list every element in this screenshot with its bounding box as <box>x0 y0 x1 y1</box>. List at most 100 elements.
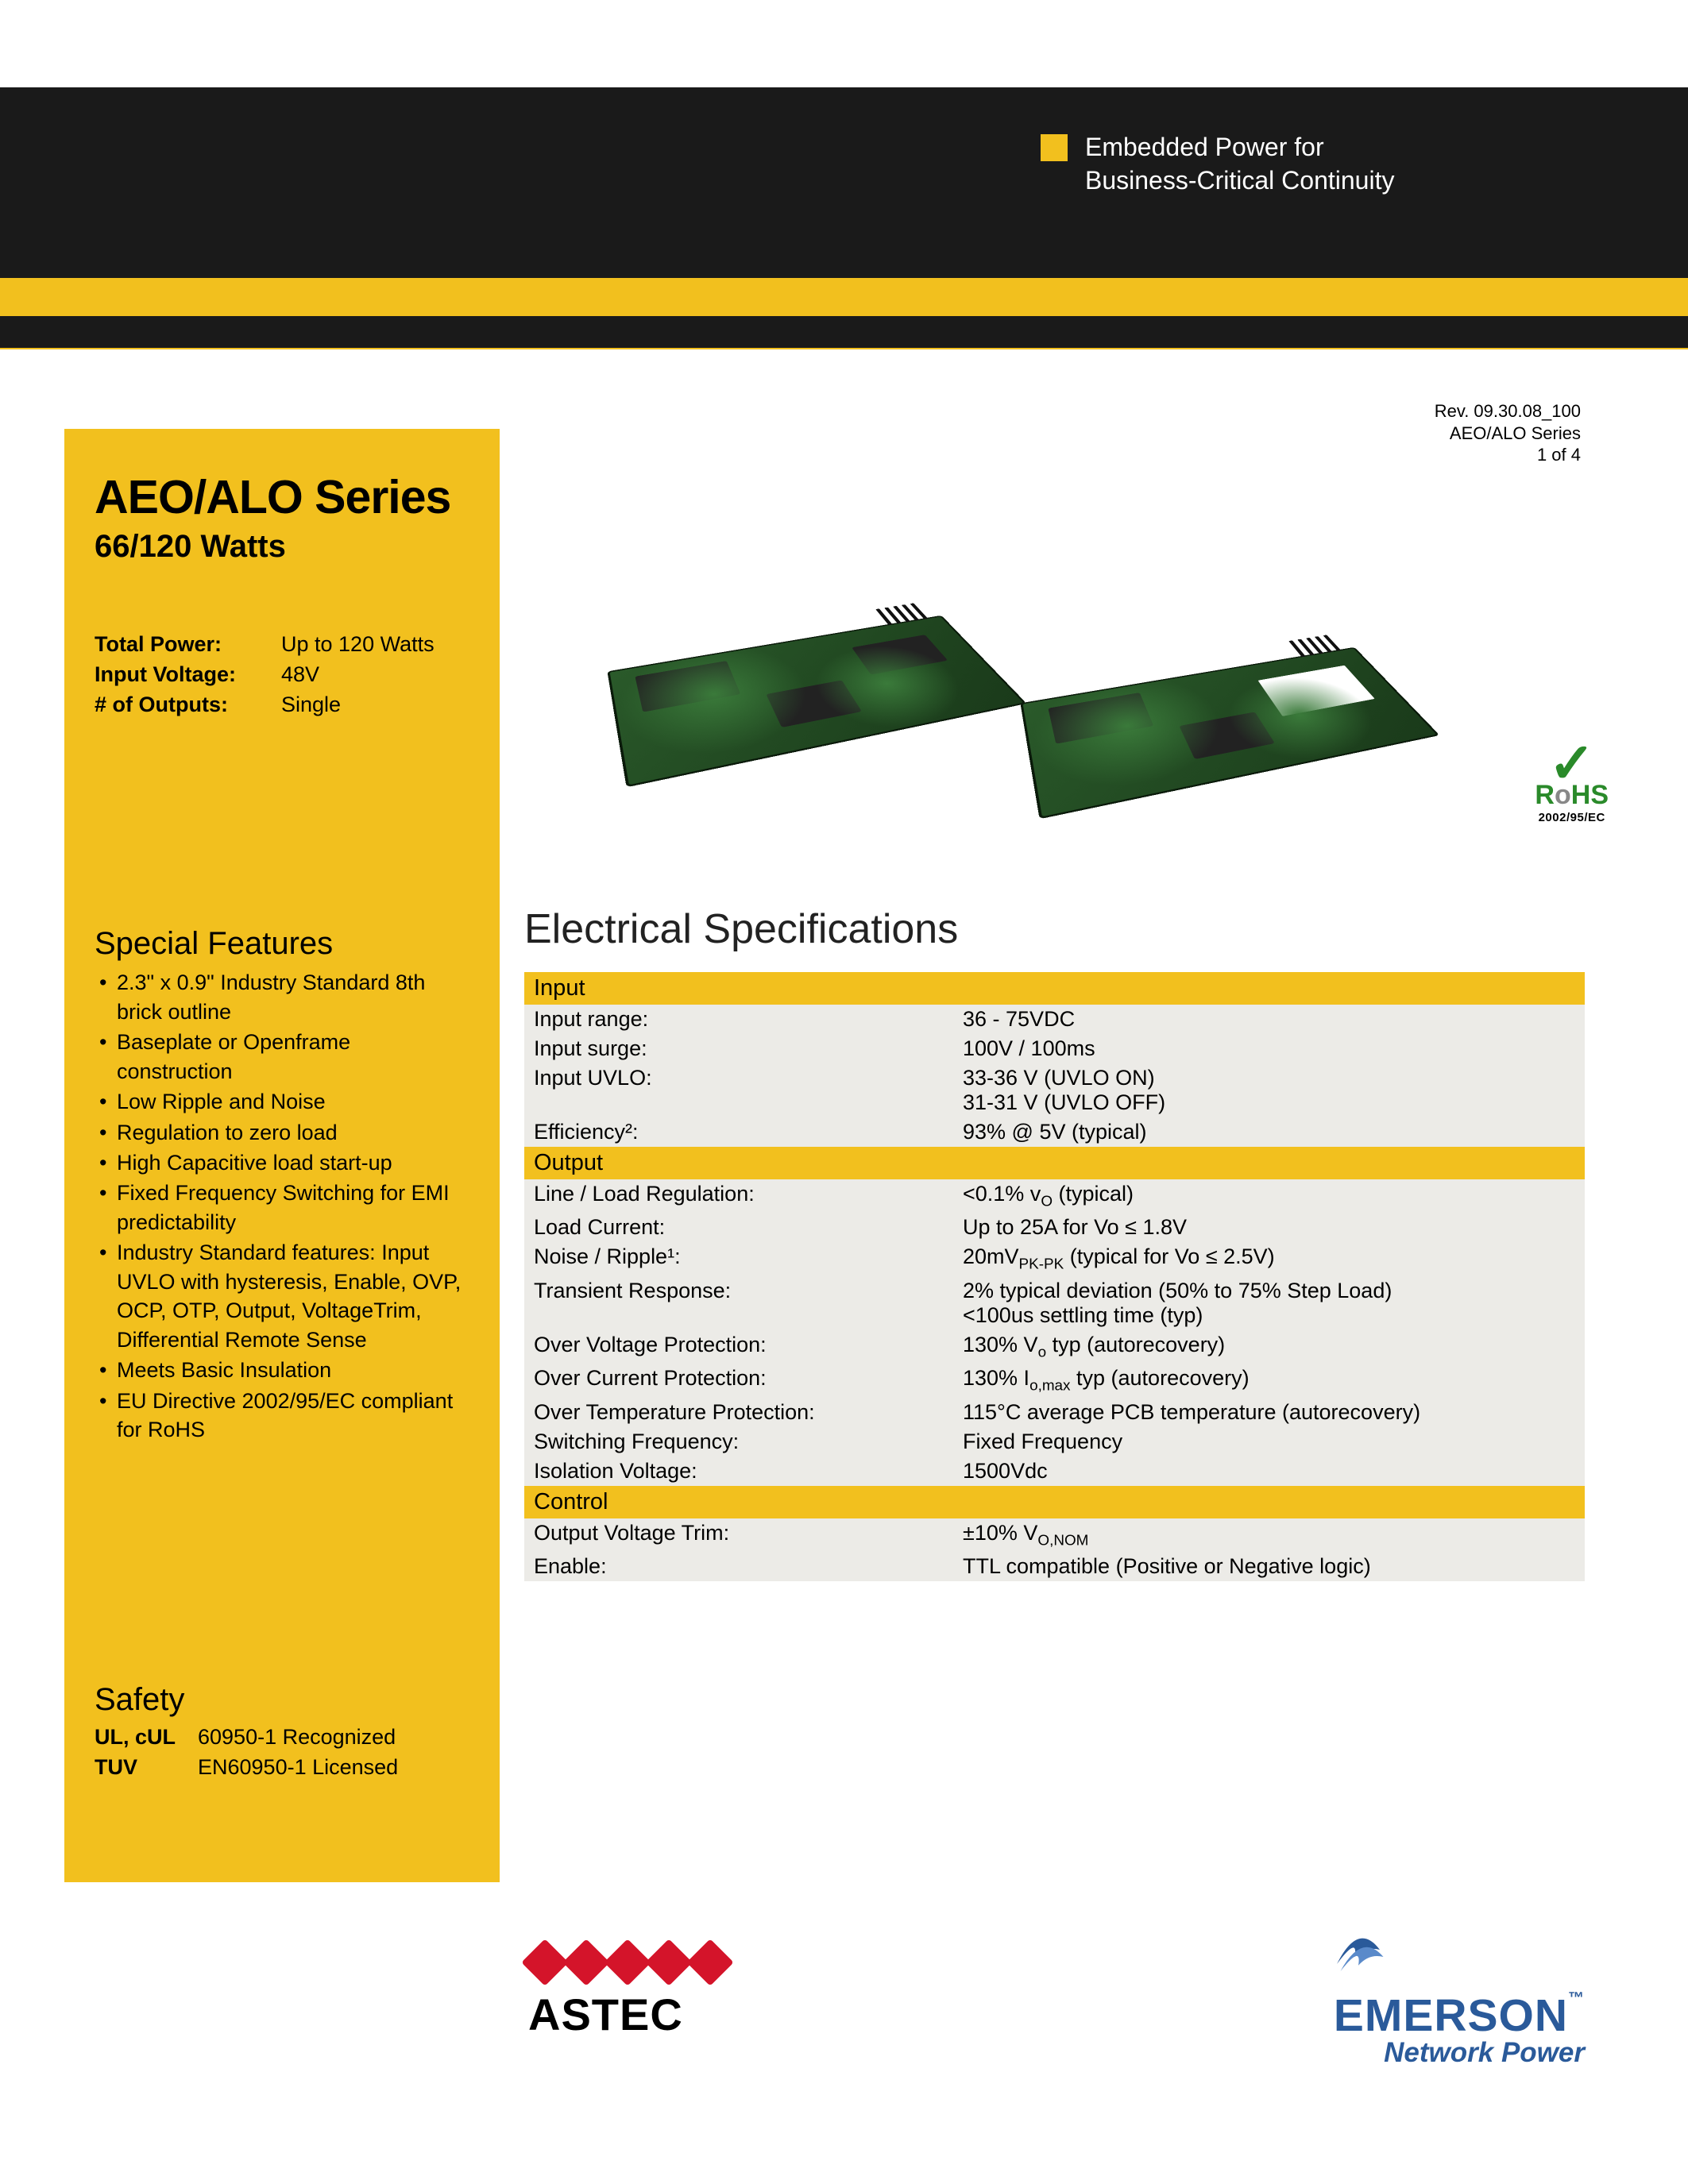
sidebar: AEO/ALO Series 66/120 Watts Total Power:… <box>64 429 500 1882</box>
summary-label: Total Power: <box>95 630 281 660</box>
feature-item: Low Ripple and Noise <box>95 1087 469 1116</box>
spec-label: Over Current Protection: <box>534 1366 963 1395</box>
emerson-swoosh-icon <box>1323 1914 1394 1985</box>
feature-item: EU Directive 2002/95/EC compliant for Ro… <box>95 1387 469 1445</box>
spec-value: 20mVPK-PK (typical for Vo ≤ 2.5V) <box>963 1244 1275 1273</box>
rohs-badge: ✓ RoHS 2002/95/EC <box>1535 747 1609 824</box>
spec-value: Fixed Frequency <box>963 1430 1122 1454</box>
spec-row: Output Voltage Trim:±10% VO,NOM <box>524 1518 1585 1552</box>
feature-item: Industry Standard features: Input UVLO w… <box>95 1238 469 1354</box>
feature-item: High Capacitive load start-up <box>95 1148 469 1177</box>
top-black-band: Embedded Power for Business-Critical Con… <box>0 87 1688 278</box>
feature-item: Fixed Frequency Switching for EMI predic… <box>95 1179 469 1237</box>
astec-diamonds-icon <box>528 1946 735 1979</box>
emerson-subtitle: Network Power <box>1323 2037 1585 2069</box>
feature-item: Regulation to zero load <box>95 1118 469 1147</box>
summary-value: Single <box>281 690 341 720</box>
safety-value: EN60950-1 Licensed <box>198 1753 398 1783</box>
spec-label: Over Temperature Protection: <box>534 1400 963 1425</box>
spec-row: Noise / Ripple¹:20mVPK-PK (typical for V… <box>524 1242 1585 1275</box>
spec-row: Input surge:100V / 100ms <box>524 1034 1585 1063</box>
tagline-line1: Embedded Power for <box>1085 133 1324 161</box>
specs-table: InputInput range:36 - 75VDCInput surge:1… <box>524 972 1585 1581</box>
spec-row: Switching Frequency:Fixed Frequency <box>524 1427 1585 1457</box>
product-photo <box>556 461 1454 858</box>
astec-logo: ASTEC <box>528 1946 735 2040</box>
series-title: AEO/ALO Series <box>95 470 469 524</box>
rev-series: AEO/ALO Series <box>1435 423 1581 445</box>
safety-label: TUV <box>95 1753 198 1783</box>
spec-row: Load Current:Up to 25A for Vo ≤ 1.8V <box>524 1213 1585 1242</box>
spec-value: 1500Vdc <box>963 1459 1048 1484</box>
summary-value: Up to 120 Watts <box>281 630 435 660</box>
safety-table: UL, cUL60950-1 RecognizedTUVEN60950-1 Li… <box>95 1723 469 1783</box>
spec-value: Up to 25A for Vo ≤ 1.8V <box>963 1215 1187 1240</box>
safety-row: TUVEN60950-1 Licensed <box>95 1753 469 1783</box>
spec-label: Input UVLO: <box>534 1066 963 1115</box>
summary-row: # of Outputs:Single <box>95 690 469 720</box>
spec-value: 130% Vo typ (autorecovery) <box>963 1333 1225 1361</box>
pcb-board-left <box>607 615 1026 788</box>
spec-section-header: Output <box>524 1147 1585 1179</box>
spec-label: Noise / Ripple¹: <box>534 1244 963 1273</box>
summary-row: Input Voltage:48V <box>95 660 469 690</box>
spec-value: 33-36 V (UVLO ON)31-31 V (UVLO OFF) <box>963 1066 1165 1115</box>
summary-value: 48V <box>281 660 319 690</box>
emerson-logo: EMERSON™ Network Power <box>1323 1914 1585 2069</box>
wattage: 66/120 Watts <box>95 529 469 565</box>
safety-row: UL, cUL60950-1 Recognized <box>95 1723 469 1753</box>
spec-row: Transient Response:2% typical deviation … <box>524 1276 1585 1330</box>
spec-section-header: Input <box>524 972 1585 1005</box>
tagline-square-icon <box>1041 134 1068 161</box>
rev-number: Rev. 09.30.08_100 <box>1435 400 1581 423</box>
black-stripe <box>0 316 1688 348</box>
spec-value: TTL compatible (Positive or Negative log… <box>963 1554 1371 1579</box>
feature-item: 2.3" x 0.9" Industry Standard 8th brick … <box>95 968 469 1026</box>
tagline-line2: Business-Critical Continuity <box>1085 166 1394 195</box>
spec-label: Output Voltage Trim: <box>534 1521 963 1549</box>
spec-label: Over Voltage Protection: <box>534 1333 963 1361</box>
spec-row: Input UVLO:33-36 V (UVLO ON)31-31 V (UVL… <box>524 1063 1585 1117</box>
spec-row: Enable:TTL compatible (Positive or Negat… <box>524 1552 1585 1581</box>
spec-value: <0.1% vO (typical) <box>963 1182 1134 1210</box>
spec-row: Over Temperature Protection:115°C averag… <box>524 1398 1585 1427</box>
spec-value: 2% typical deviation (50% to 75% Step Lo… <box>963 1279 1392 1328</box>
features-heading: Special Features <box>95 926 469 962</box>
astec-wordmark: ASTEC <box>528 1989 735 2040</box>
spec-row: Line / Load Regulation:<0.1% vO (typical… <box>524 1179 1585 1213</box>
summary-row: Total Power:Up to 120 Watts <box>95 630 469 660</box>
spec-value: 93% @ 5V (typical) <box>963 1120 1147 1144</box>
spec-value: 36 - 75VDC <box>963 1007 1075 1032</box>
summary-label: # of Outputs: <box>95 690 281 720</box>
safety-heading: Safety <box>95 1682 469 1718</box>
safety-value: 60950-1 Recognized <box>198 1723 396 1753</box>
spec-value: 100V / 100ms <box>963 1036 1095 1061</box>
spec-label: Efficiency²: <box>534 1120 963 1144</box>
feature-item: Baseplate or Openframe construction <box>95 1028 469 1086</box>
spec-section-header: Control <box>524 1486 1585 1518</box>
rev-page: 1 of 4 <box>1435 444 1581 466</box>
summary-label: Input Voltage: <box>95 660 281 690</box>
spec-label: Switching Frequency: <box>534 1430 963 1454</box>
feature-item: Meets Basic Insulation <box>95 1356 469 1384</box>
spec-label: Enable: <box>534 1554 963 1579</box>
safety-label: UL, cUL <box>95 1723 198 1753</box>
spec-value: 130% Io,max typ (autorecovery) <box>963 1366 1250 1395</box>
feature-list: 2.3" x 0.9" Industry Standard 8th brick … <box>95 968 469 1444</box>
spec-value: 115°C average PCB temperature (autorecov… <box>963 1400 1420 1425</box>
tagline: Embedded Power for Business-Critical Con… <box>1041 131 1394 197</box>
spec-label: Transient Response: <box>534 1279 963 1328</box>
checkmark-icon: ✓ <box>1535 747 1609 780</box>
spec-row: Input range:36 - 75VDC <box>524 1005 1585 1034</box>
spec-row: Over Voltage Protection:130% Vo typ (aut… <box>524 1330 1585 1364</box>
revision-block: Rev. 09.30.08_100 AEO/ALO Series 1 of 4 <box>1435 400 1581 466</box>
spec-row: Isolation Voltage:1500Vdc <box>524 1457 1585 1486</box>
spec-row: Efficiency²:93% @ 5V (typical) <box>524 1117 1585 1147</box>
spec-label: Isolation Voltage: <box>534 1459 963 1484</box>
specs-area: Electrical Specifications InputInput ran… <box>524 905 1585 1581</box>
rohs-text: RoHS <box>1535 780 1609 811</box>
emerson-wordmark: EMERSON™ <box>1323 1989 1585 2042</box>
pcb-board-right <box>1020 647 1439 820</box>
summary-table: Total Power:Up to 120 WattsInput Voltage… <box>95 630 469 720</box>
spec-label: Input range: <box>534 1007 963 1032</box>
